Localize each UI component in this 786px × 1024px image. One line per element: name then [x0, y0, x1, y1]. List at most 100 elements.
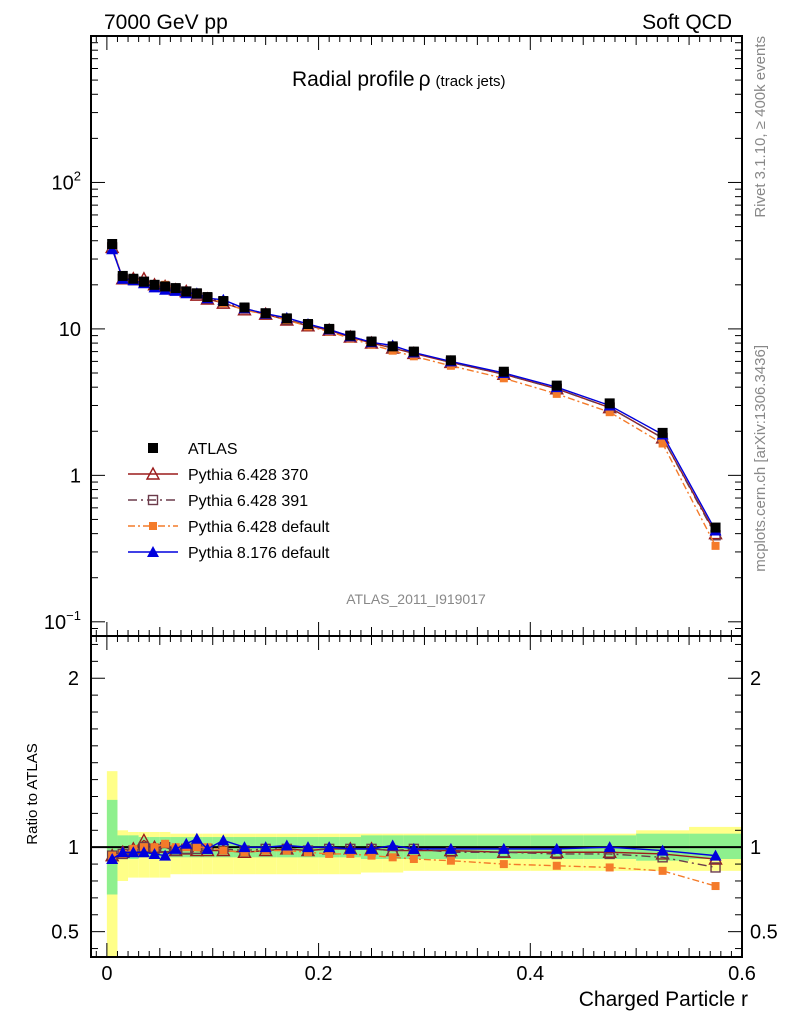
ratio-point-pythia-6-428-default — [161, 839, 170, 848]
point-pythia-6-428-default — [552, 389, 561, 398]
point-pythia-6-428-default — [499, 374, 508, 383]
ratio-point-pythia-8-176-default — [280, 839, 293, 851]
ratio-point-pythia-8-176-default — [169, 842, 182, 854]
ratio-point-pythia-8-176-default — [238, 841, 251, 853]
point-atlas — [202, 292, 213, 303]
x-axis-label: Charged Particle r — [579, 988, 748, 1011]
ratio-point-pythia-8-176-default — [344, 842, 357, 854]
ratio-point-pythia-6-428-default — [150, 843, 159, 852]
ratio-point-pythia-8-176-default — [323, 841, 336, 853]
ratio-point-pythia-8-176-default — [365, 842, 378, 854]
ratio-point-pythia-8-176-default — [497, 842, 510, 854]
x-tick-label: 0.6 — [728, 963, 756, 985]
legend-label: Pythia 6.428 default — [188, 519, 330, 536]
ratio-point-pythia-6-428-default — [711, 882, 720, 891]
ratio-point-pythia-6-428-default — [499, 860, 508, 869]
x-tick-label: 0 — [101, 963, 112, 985]
legend-marker-pythia-6-428-391 — [147, 494, 159, 506]
point-atlas — [160, 281, 171, 292]
ratio-point-pythia-6-428-default — [192, 843, 201, 852]
ratio-point-pythia-6-428-default — [658, 866, 667, 875]
ratio-point-pythia-6-428-default — [446, 856, 455, 865]
ratio-point-pythia-8-176-default — [407, 842, 420, 854]
ratio-y-tick-label: 0.5 — [51, 922, 79, 944]
ratio-point-pythia-8-176-default — [259, 841, 272, 853]
ratio-y-axis-label: Ratio to ATLAS — [24, 743, 41, 844]
ratio-bands — [106, 771, 742, 957]
ratio-point-pythia-8-176-default — [116, 846, 129, 858]
y-tick-label: 1 — [70, 465, 81, 487]
ratio-point-pythia-8-176-default — [127, 846, 140, 858]
ratio-point-pythia-8-176-default — [302, 841, 314, 853]
legend-label: Pythia 6.428 370 — [188, 467, 308, 484]
legend-marker-pythia-8-176-default — [147, 546, 159, 557]
ratio-point-pythia-8-176-default — [217, 834, 230, 846]
point-atlas — [138, 276, 149, 287]
point-atlas — [498, 366, 509, 377]
ratio-point-pythia-8-176-default — [148, 847, 161, 859]
ratio-point-pythia-6-428-default — [605, 863, 614, 872]
title-main: Radial profile — [292, 68, 415, 91]
side-source: mcplots.cern.ch [arXiv:1306.3436] — [752, 345, 769, 572]
point-pythia-6-428-default — [605, 408, 614, 417]
ratio-y-tick-label-right: 2 — [750, 668, 761, 690]
ratio-point-pythia-8-176-default — [656, 844, 669, 856]
point-atlas — [551, 380, 562, 391]
ratio-point-pythia-8-176-default — [190, 832, 203, 844]
title-sub: (track jets) — [436, 73, 506, 90]
ratio-point-pythia-8-176-default — [159, 849, 172, 861]
y-tick-label: 10−1 — [44, 608, 81, 634]
point-atlas — [181, 286, 192, 297]
legend: ATLAS Pythia 6.428 370 Pythia 6.428 391 Pyt… — [128, 441, 330, 562]
ratio-point-pythia-8-176-default — [386, 839, 399, 851]
ratio-point-pythia-6-428-391 — [710, 862, 721, 873]
analysis-id: ATLAS_2011_I919017 — [346, 591, 486, 607]
series-line-pythia-6-428-391 — [111, 247, 717, 536]
ratio-point-pythia-6-428-default — [409, 855, 418, 864]
ratio-point-pythia-8-176-default — [201, 842, 214, 854]
header-right: Soft QCD — [642, 11, 732, 34]
y-tick-label: 102 — [52, 168, 81, 194]
ratio-y-tick-label-right: 0.5 — [750, 922, 778, 944]
ratio-point-pythia-6-428-default — [388, 853, 397, 862]
ratio-point-pythia-6-428-default — [367, 851, 376, 860]
ratio-y-tick-label-right: 1 — [750, 837, 761, 859]
point-atlas — [408, 346, 419, 357]
legend-label: Pythia 8.176 default — [188, 545, 330, 562]
point-atlas — [170, 283, 181, 294]
ratio-series — [104, 832, 723, 891]
point-atlas — [345, 330, 356, 341]
ratio-point-pythia-8-176-default — [180, 837, 193, 849]
ratio-y-tick-label: 1 — [68, 837, 79, 859]
point-atlas — [149, 279, 160, 290]
x-tick-label: 0.4 — [516, 963, 544, 985]
ratio-point-pythia-8-176-default — [137, 846, 150, 858]
ratio-point-pythia-6-428-default — [282, 846, 291, 855]
ratio-point-pythia-8-176-default — [709, 849, 722, 861]
legend-marker-atlas — [148, 443, 158, 453]
ratio-point-pythia-6-428-default — [552, 861, 561, 870]
point-atlas — [366, 336, 377, 347]
point-atlas — [128, 273, 139, 284]
legend-label: Pythia 6.428 391 — [188, 493, 308, 510]
ratio-point-pythia-8-176-default — [444, 842, 457, 854]
point-atlas — [281, 313, 292, 324]
header-left: 7000 GeV pp — [104, 11, 228, 34]
point-atlas — [239, 302, 250, 313]
legend-marker-pythia-6-428-default — [149, 522, 157, 530]
ratio-point-pythia-6-428-default — [325, 849, 334, 858]
point-atlas — [107, 238, 118, 249]
point-atlas — [303, 319, 313, 330]
legend-marker-pythia-6-428-370 — [145, 466, 161, 480]
ratio-point-pythia-8-176-default — [550, 842, 563, 854]
point-atlas — [445, 355, 456, 366]
point-atlas — [710, 522, 721, 533]
ratio-point-pythia-6-428-default — [304, 848, 312, 857]
point-atlas — [218, 296, 229, 307]
point-atlas — [117, 270, 128, 281]
ratio-y-tick-label: 2 — [68, 668, 79, 690]
point-atlas — [387, 341, 398, 352]
title-symbol: ρ — [419, 68, 431, 91]
point-pythia-6-428-default — [711, 541, 720, 550]
